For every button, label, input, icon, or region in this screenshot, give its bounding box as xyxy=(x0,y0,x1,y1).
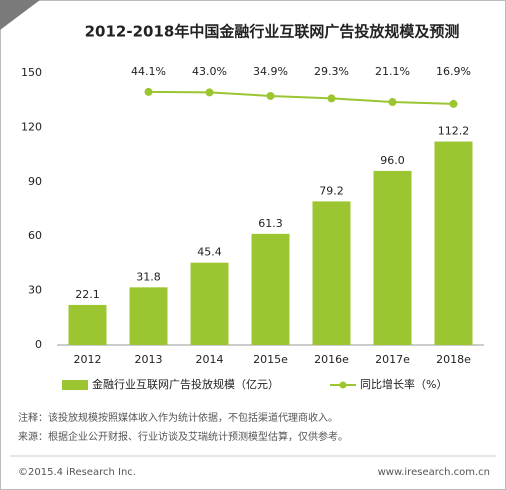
bar xyxy=(251,233,290,345)
bar xyxy=(68,304,107,345)
footer-right: www.iresearch.com.cn xyxy=(378,467,490,478)
bar-value-label: 45.4 xyxy=(197,246,222,259)
bar xyxy=(434,141,473,345)
bar xyxy=(312,201,351,345)
legend-swatch xyxy=(339,381,347,389)
growth-point xyxy=(266,91,275,100)
x-tick-label: 2015e xyxy=(253,353,288,366)
bar-value-label: 79.2 xyxy=(319,184,344,197)
footer-left: ©2015.4 iResearch Inc. xyxy=(18,467,136,478)
growth-label: 43.0% xyxy=(192,65,227,78)
bar-value-label: 112.2 xyxy=(438,125,470,138)
bar-value-label: 61.3 xyxy=(258,217,283,230)
growth-label: 34.9% xyxy=(253,65,288,78)
y-tick-label: 120 xyxy=(21,120,42,133)
growth-label: 21.1% xyxy=(375,65,410,78)
legend-swatch xyxy=(62,380,88,390)
y-tick-label: 0 xyxy=(35,338,42,351)
x-tick-label: 2016e xyxy=(314,353,349,366)
note: 来源：根据企业公开财报、行业访谈及艾瑞统计预测模型估算，仅供参考。 xyxy=(18,430,348,443)
legend-label: 金融行业互联网广告投放规模（亿元） xyxy=(92,377,279,391)
corner-decoration xyxy=(0,0,40,30)
x-tick-label: 2014 xyxy=(196,353,224,366)
growth-point xyxy=(144,87,153,96)
growth-label: 44.1% xyxy=(131,65,166,78)
bar xyxy=(373,170,412,345)
growth-point xyxy=(205,88,214,97)
growth-point xyxy=(388,98,397,107)
growth-line xyxy=(148,90,454,105)
x-tick-label: 2013 xyxy=(135,353,163,366)
y-tick-label: 60 xyxy=(28,229,42,242)
growth-point xyxy=(449,99,458,108)
bar-value-label: 22.1 xyxy=(75,288,100,301)
x-tick-label: 2018e xyxy=(436,353,471,366)
y-tick-label: 90 xyxy=(28,175,42,188)
x-tick-label: 2012 xyxy=(74,353,102,366)
chart-title: 2012-2018年中国金融行业互联网广告投放规模及预测 xyxy=(85,23,460,41)
bar-value-label: 96.0 xyxy=(380,154,405,167)
growth-label: 29.3% xyxy=(314,65,349,78)
note: 注释：该投放规模按照媒体收入作为统计依据，不包括渠道代理商收入。 xyxy=(18,411,338,424)
growth-label: 16.9% xyxy=(436,65,471,78)
legend-label: 同比增长率（%） xyxy=(360,377,447,391)
y-tick-label: 150 xyxy=(21,66,42,79)
bar xyxy=(129,287,168,345)
x-tick-label: 2017e xyxy=(375,353,410,366)
y-tick-label: 30 xyxy=(28,284,42,297)
bar-value-label: 31.8 xyxy=(136,270,161,283)
bar xyxy=(190,262,229,345)
growth-point xyxy=(327,94,336,103)
